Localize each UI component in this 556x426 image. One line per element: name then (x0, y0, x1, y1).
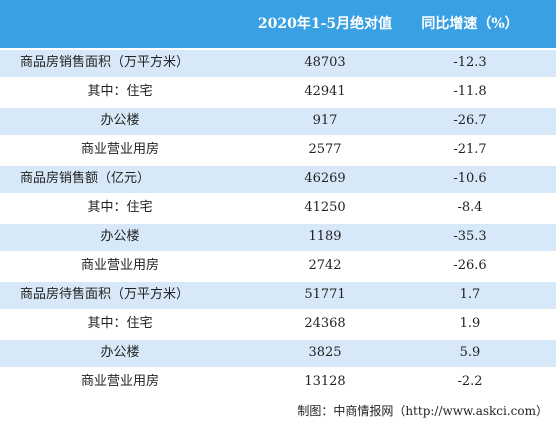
table-row: 办公楼 1189 -35.3 (0, 224, 556, 251)
row-label: 办公楼 (100, 113, 140, 128)
table-row: 其中：住宅 41250 -8.4 (0, 195, 556, 222)
value-cell: 2577 (308, 142, 342, 157)
growth-cell: -8.4 (457, 200, 483, 215)
value-cell: 46269 (304, 171, 346, 186)
value-cell: 24368 (304, 316, 346, 331)
value-cell: 3825 (308, 345, 342, 360)
value-cell: 41250 (304, 200, 346, 215)
row-label: 商品房销售面积（万平方米） (20, 55, 190, 70)
table-row: 商品房待售面积（万平方米） 51771 1.7 (0, 282, 556, 309)
row-label: 商业营业用房 (80, 142, 159, 157)
row-label: 商业营业用房 (80, 258, 159, 273)
growth-cell: -12.3 (453, 55, 487, 70)
header-cell: 同比增速（%） (421, 16, 519, 32)
value-cell: 917 (312, 113, 338, 128)
growth-cell: -26.7 (453, 113, 487, 128)
growth-cell: 1.9 (459, 316, 481, 331)
table-row: 其中：住宅 24368 1.9 (0, 311, 556, 338)
value-cell: 42941 (304, 84, 346, 99)
table-row: 商品房销售额（亿元） 46269 -10.6 (0, 166, 556, 193)
growth-cell: -35.3 (453, 229, 487, 244)
table-row: 商业营业用房 2577 -21.7 (0, 137, 556, 164)
value-cell: 13128 (304, 374, 346, 389)
row-label: 商品房销售额（亿元） (20, 171, 151, 186)
value-cell: 48703 (304, 55, 346, 70)
growth-cell: -2.2 (457, 374, 483, 389)
row-label: 办公楼 (100, 345, 140, 360)
growth-cell: -26.6 (453, 258, 487, 273)
row-label: 办公楼 (100, 229, 140, 244)
growth-cell: -11.8 (453, 84, 487, 99)
row-label: 其中：住宅 (87, 84, 153, 99)
table-row: 商业营业用房 2742 -26.6 (0, 253, 556, 280)
growth-cell: 5.9 (459, 345, 481, 360)
table-row: 办公楼 3825 5.9 (0, 340, 556, 367)
row-label: 商业营业用房 (80, 374, 159, 389)
value-cell: 2742 (308, 258, 342, 273)
table-row: 办公楼 917 -26.7 (0, 108, 556, 135)
row-label: 商品房待售面积（万平方米） (20, 287, 190, 302)
growth-cell: -21.7 (453, 142, 487, 157)
row-label: 其中：住宅 (87, 200, 153, 215)
value-cell: 51771 (304, 287, 346, 302)
footer: 制图：中商情报网（http://www.askci.com） (297, 404, 548, 418)
table-header: 2020年1-5月绝对值 同比增速（%） (0, 0, 556, 48)
growth-cell: -10.6 (453, 171, 487, 186)
table-row: 其中：住宅 42941 -11.8 (0, 79, 556, 106)
growth-cell: 1.7 (459, 287, 481, 302)
value-cell: 1189 (308, 229, 342, 244)
row-label: 其中：住宅 (87, 316, 153, 331)
table-row: 商业营业用房 13128 -2.2 (0, 369, 556, 396)
table-row: 商品房销售面积（万平方米） 48703 -12.3 (0, 50, 556, 77)
header-cell: 2020年1-5月绝对值 (257, 16, 393, 32)
